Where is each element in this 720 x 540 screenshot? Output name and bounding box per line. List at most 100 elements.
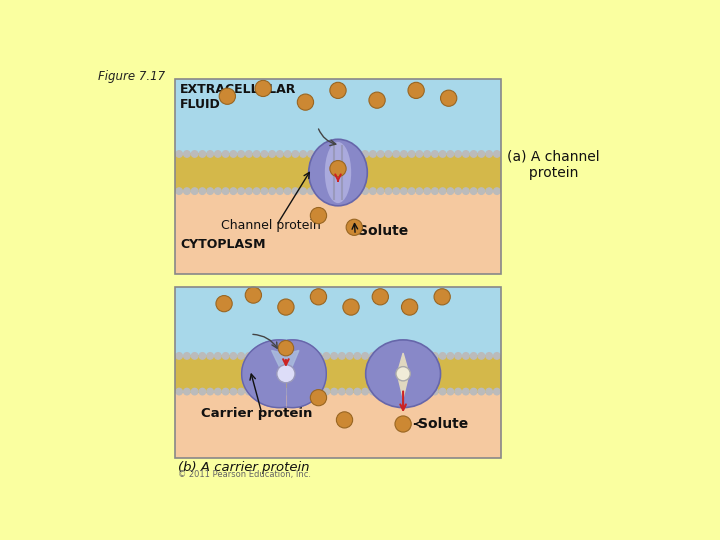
Circle shape xyxy=(362,151,369,157)
Circle shape xyxy=(300,151,307,157)
Circle shape xyxy=(393,188,400,194)
Circle shape xyxy=(362,188,369,194)
Circle shape xyxy=(369,151,376,157)
Circle shape xyxy=(215,188,221,194)
Circle shape xyxy=(261,388,268,395)
Circle shape xyxy=(292,353,299,359)
Circle shape xyxy=(276,353,283,359)
Circle shape xyxy=(253,353,260,359)
Circle shape xyxy=(222,188,229,194)
Circle shape xyxy=(276,388,283,395)
Circle shape xyxy=(246,287,261,303)
Circle shape xyxy=(330,160,346,177)
Circle shape xyxy=(338,151,345,157)
Circle shape xyxy=(362,353,369,359)
Circle shape xyxy=(269,388,275,395)
Bar xyxy=(175,393,500,457)
Circle shape xyxy=(253,151,260,157)
Polygon shape xyxy=(242,340,285,408)
Circle shape xyxy=(431,353,438,359)
Circle shape xyxy=(377,151,384,157)
Circle shape xyxy=(276,364,295,383)
Circle shape xyxy=(470,353,477,359)
Circle shape xyxy=(310,389,327,406)
Circle shape xyxy=(310,207,327,224)
Circle shape xyxy=(253,188,260,194)
Circle shape xyxy=(494,188,500,194)
Circle shape xyxy=(455,353,462,359)
Circle shape xyxy=(307,188,314,194)
Circle shape xyxy=(284,353,291,359)
Circle shape xyxy=(470,151,477,157)
Circle shape xyxy=(343,299,359,315)
Circle shape xyxy=(393,151,400,157)
Circle shape xyxy=(377,188,384,194)
Circle shape xyxy=(447,151,454,157)
Circle shape xyxy=(297,94,314,110)
Circle shape xyxy=(238,151,244,157)
Text: Carrier protein: Carrier protein xyxy=(202,407,312,420)
Circle shape xyxy=(331,353,338,359)
Circle shape xyxy=(300,388,307,395)
Circle shape xyxy=(354,388,361,395)
Text: EXTRACELLULAR
FLUID: EXTRACELLULAR FLUID xyxy=(180,83,296,111)
Circle shape xyxy=(192,151,198,157)
Circle shape xyxy=(230,151,237,157)
Circle shape xyxy=(176,353,182,359)
Circle shape xyxy=(336,412,353,428)
Circle shape xyxy=(292,388,299,395)
Circle shape xyxy=(184,188,190,194)
Circle shape xyxy=(284,388,291,395)
Circle shape xyxy=(338,353,345,359)
Circle shape xyxy=(346,353,353,359)
Circle shape xyxy=(207,188,213,194)
Circle shape xyxy=(447,188,454,194)
Circle shape xyxy=(486,388,492,395)
Ellipse shape xyxy=(366,340,441,408)
Circle shape xyxy=(284,151,291,157)
Circle shape xyxy=(439,353,446,359)
Circle shape xyxy=(486,353,492,359)
Circle shape xyxy=(331,388,338,395)
Circle shape xyxy=(199,353,206,359)
Circle shape xyxy=(323,388,330,395)
Circle shape xyxy=(255,80,271,97)
Circle shape xyxy=(300,353,307,359)
Circle shape xyxy=(354,151,361,157)
Circle shape xyxy=(230,388,237,395)
Circle shape xyxy=(478,188,485,194)
Circle shape xyxy=(400,353,407,359)
Circle shape xyxy=(338,188,345,194)
Circle shape xyxy=(463,151,469,157)
Circle shape xyxy=(315,188,322,194)
Circle shape xyxy=(439,388,446,395)
Circle shape xyxy=(434,289,450,305)
Circle shape xyxy=(207,388,213,395)
Circle shape xyxy=(416,353,423,359)
Circle shape xyxy=(230,353,237,359)
Circle shape xyxy=(362,388,369,395)
Circle shape xyxy=(192,353,198,359)
Circle shape xyxy=(385,151,392,157)
Circle shape xyxy=(338,388,345,395)
Circle shape xyxy=(441,90,456,106)
Circle shape xyxy=(431,188,438,194)
Circle shape xyxy=(246,388,252,395)
Circle shape xyxy=(261,353,268,359)
Circle shape xyxy=(486,188,492,194)
Circle shape xyxy=(246,188,252,194)
Circle shape xyxy=(219,88,235,104)
Circle shape xyxy=(215,388,221,395)
Circle shape xyxy=(400,388,407,395)
Bar xyxy=(175,192,500,274)
Polygon shape xyxy=(397,353,409,398)
Text: (b) A carrier protein: (b) A carrier protein xyxy=(179,461,310,474)
Circle shape xyxy=(176,388,182,395)
Circle shape xyxy=(369,353,376,359)
Circle shape xyxy=(261,151,268,157)
Circle shape xyxy=(416,151,423,157)
Circle shape xyxy=(222,353,229,359)
Circle shape xyxy=(486,151,492,157)
Circle shape xyxy=(269,188,275,194)
Circle shape xyxy=(215,151,221,157)
